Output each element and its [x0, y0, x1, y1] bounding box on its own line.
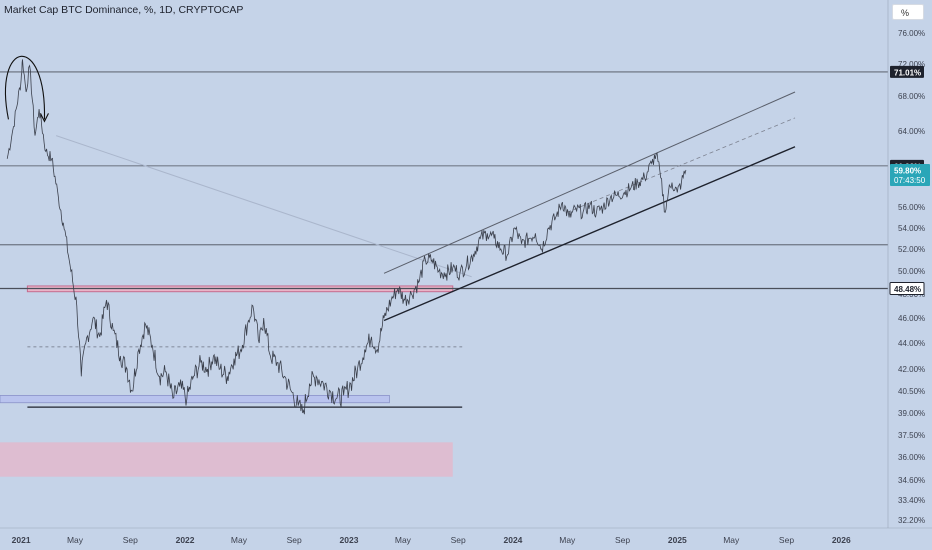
x-tick-label: 2024	[503, 535, 522, 545]
channel-upper-line	[383, 91, 796, 274]
y-tick-label: 44.00%	[898, 339, 925, 348]
x-tick-label: 2026	[832, 535, 851, 545]
chart-title: Market Cap BTC Dominance, %, 1D, CRYPTOC…	[4, 4, 244, 16]
y-tick-label: 54.00%	[898, 224, 925, 233]
y-tick-label: 72.00%	[898, 60, 925, 69]
y-tick-label: 32.20%	[898, 516, 925, 525]
level-badge-label: 48.48%	[894, 285, 921, 294]
y-tick-label: 56.00%	[898, 203, 925, 212]
y-tick-label: 68.00%	[898, 92, 925, 101]
y-tick-label: 36.00%	[898, 453, 925, 462]
x-tick-label: May	[67, 535, 84, 545]
unit-toggle-button[interactable]: %	[892, 4, 924, 20]
channel-lower-line	[383, 146, 796, 322]
x-tick-label: May	[559, 535, 576, 545]
curved-arrow-annotation	[4, 55, 46, 120]
y-tick-label: 34.60%	[898, 476, 925, 485]
pink-zone-box	[0, 442, 453, 477]
level-badge	[889, 281, 925, 295]
channel-middle-line	[567, 117, 796, 213]
x-tick-label: 2021	[12, 535, 31, 545]
y-tick-label: 52.00%	[898, 245, 925, 254]
x-tick-label: Sep	[451, 535, 466, 545]
y-tick-label: 50.00%	[898, 267, 925, 276]
y-tick-label: 64.00%	[898, 127, 925, 136]
x-tick-label: 2022	[176, 535, 195, 545]
x-tick-label: Sep	[615, 535, 630, 545]
y-tick-label: 46.00%	[898, 314, 925, 323]
x-tick-label: 2025	[668, 535, 687, 545]
countdown-label: 07:43:50	[894, 176, 926, 185]
y-tick-label: 39.00%	[898, 409, 925, 418]
x-tick-label: Sep	[779, 535, 794, 545]
price-series-line	[6, 59, 687, 415]
x-tick-label: May	[231, 535, 248, 545]
current-price-label: 59.80%	[894, 166, 921, 175]
arrow-head	[39, 113, 49, 123]
x-tick-label: May	[723, 535, 740, 545]
x-tick-label: May	[395, 535, 412, 545]
x-tick-label: Sep	[287, 535, 302, 545]
faint-trend-line	[55, 135, 472, 278]
blue-support-band	[0, 394, 390, 404]
y-tick-label: 42.00%	[898, 365, 925, 374]
y-tick-label: 33.40%	[898, 496, 925, 505]
current-price-badge	[890, 163, 930, 186]
x-tick-label: 2023	[340, 535, 359, 545]
x-tick-label: Sep	[123, 535, 138, 545]
y-tick-label: 76.00%	[898, 29, 925, 38]
level-badge-label: 71.01%	[894, 68, 921, 77]
y-tick-label: 37.50%	[898, 431, 925, 440]
y-tick-label: 40.50%	[898, 387, 925, 396]
level-badge	[890, 65, 924, 78]
